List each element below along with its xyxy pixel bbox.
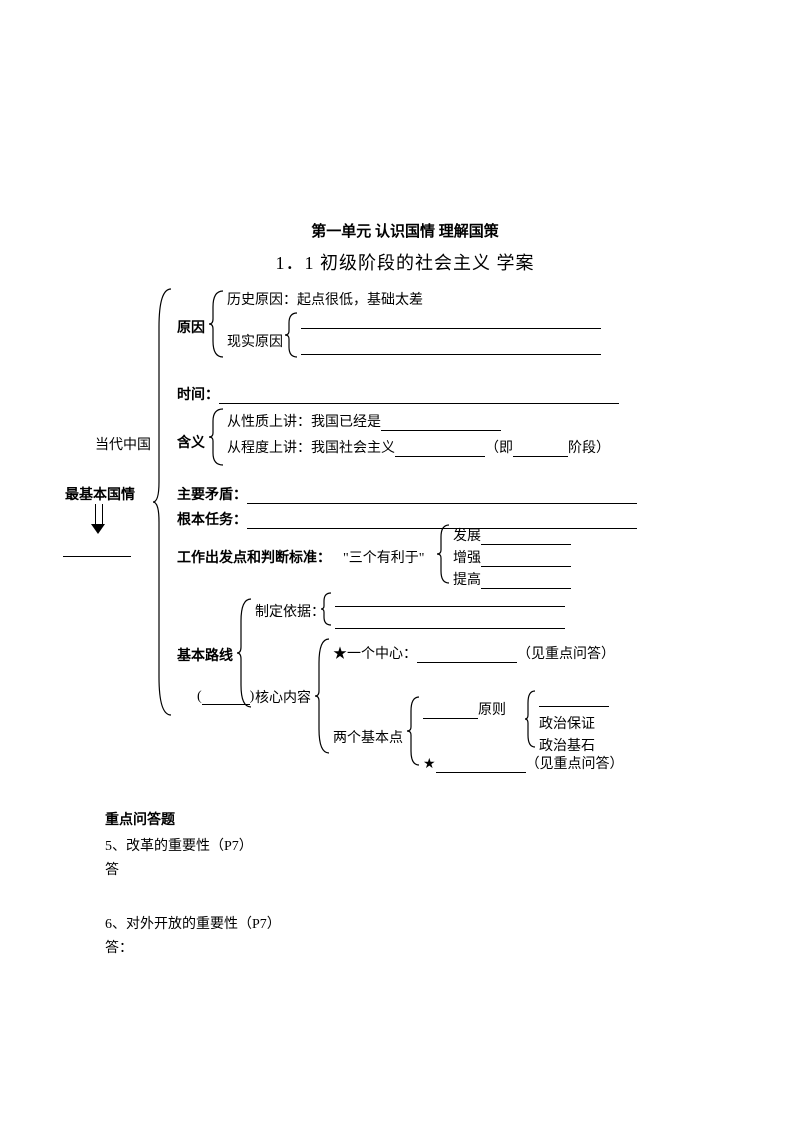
reason-history: 历史原因：起点很低，基础太差 (227, 289, 423, 309)
questions-section: 重点问答题 5、改革的重要性（P7） 答 6、对外开放的重要性（P7） 答： (105, 809, 705, 957)
label-basic-condition: 最基本国情 (65, 484, 135, 504)
brace-reality (285, 311, 299, 359)
blank-left-bottom (63, 541, 131, 557)
label-basic-line: 基本路线 (177, 645, 233, 665)
question-5: 5、改革的重要性（P7） (105, 835, 705, 855)
brace-basis (321, 591, 333, 627)
std-develop: 发展 (453, 525, 571, 545)
std-improve: 提高 (453, 569, 571, 589)
label-reason: 原因 (177, 317, 205, 337)
brace-main (153, 287, 175, 717)
line-basis: 制定依据： (255, 601, 325, 621)
one-center: ★一个中心：（见重点问答） (333, 643, 615, 663)
blank-principle-1 (539, 691, 609, 707)
blank-time (219, 388, 619, 404)
brace-principle (525, 689, 537, 749)
brace-meaning (209, 407, 225, 467)
section-title: 1．1 初级阶段的社会主义 学案 (105, 249, 705, 275)
std-enhance: 增强 (453, 547, 571, 567)
question-6: 6、对外开放的重要性（P7） (105, 913, 705, 933)
label-time: 时间： (177, 384, 619, 404)
outline-diagram: 当代中国 最基本国情 原因 历史原因：起点很低，基础太差 现实原因 时间： 含义… (105, 289, 705, 769)
blank-basis-2 (335, 613, 565, 629)
brace-core (315, 637, 331, 755)
reason-reality: 现实原因 (227, 331, 283, 351)
blank-reality-1 (301, 313, 601, 329)
label-meaning: 含义 (177, 432, 205, 452)
brace-two-points (407, 695, 421, 767)
line-paren: () (197, 689, 254, 705)
political-guarantee: 政治保证 (539, 713, 595, 733)
meaning-nature: 从性质上讲：我国已经是 (227, 411, 501, 431)
label-china: 当代中国 (95, 434, 151, 454)
political-foundation: 政治基石 (539, 735, 595, 755)
arrow-down-icon (93, 504, 103, 534)
label-contradiction: 主要矛盾： (177, 484, 637, 504)
line-core: 核心内容 (255, 687, 311, 707)
star-line: ★（见重点问答） (423, 753, 624, 773)
blank-reality-2 (301, 339, 601, 355)
principle-line: 原则 (423, 699, 506, 719)
blank-basis-1 (335, 591, 565, 607)
unit-title: 第一单元 认识国情 理解国策 (105, 220, 705, 241)
meaning-degree: 从程度上讲：我国社会主义（即阶段） (227, 437, 610, 457)
answer-6: 答： (105, 937, 705, 957)
three-benefit: "三个有利于" (343, 547, 424, 567)
two-points: 两个基本点 (333, 727, 403, 747)
label-standard: 工作出发点和判断标准： (177, 547, 331, 567)
questions-heading: 重点问答题 (105, 809, 705, 829)
brace-three (437, 523, 451, 585)
brace-reason (209, 289, 225, 359)
answer-5: 答 (105, 859, 705, 879)
